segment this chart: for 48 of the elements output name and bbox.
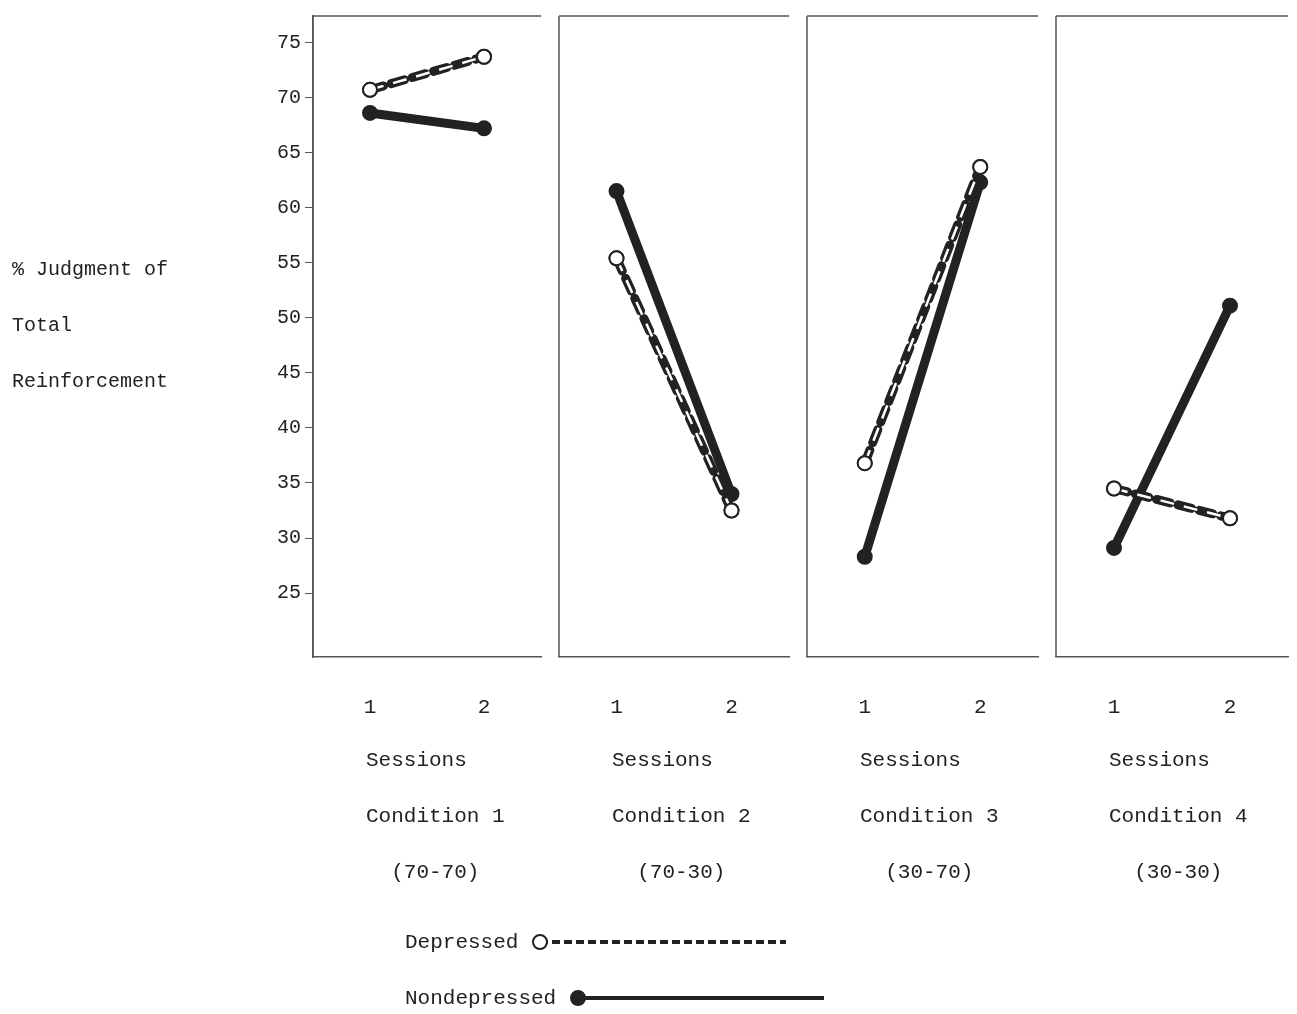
point <box>476 48 492 65</box>
text: Condition 3 <box>860 804 999 828</box>
x-tick-label: 2 <box>1223 696 1237 720</box>
y-tick-label: 60 <box>276 195 301 219</box>
point <box>362 104 378 121</box>
point <box>1222 297 1238 314</box>
y-tick-label: 40 <box>276 416 301 440</box>
y-tick-label: 75 <box>276 30 301 54</box>
legend-label: Depressed <box>405 930 519 954</box>
y-tick-label: 30 <box>276 526 301 550</box>
y-tick-label: 55 <box>276 251 301 274</box>
legend-label: Nondepressed <box>405 986 557 1010</box>
y-tick-label: 35 <box>276 471 301 495</box>
x-tick-label: 2 <box>477 696 491 720</box>
x-tick-label: 1 <box>610 696 623 720</box>
point <box>476 120 492 137</box>
x-tick-label: 1 <box>1107 696 1121 720</box>
text: (70-70) <box>391 860 480 884</box>
x-tick-label: 1 <box>858 696 872 720</box>
point <box>1106 480 1122 497</box>
x-axis-title: Sessions <box>860 748 961 772</box>
point <box>856 455 873 472</box>
text: (70-30) <box>637 860 726 884</box>
point <box>1222 510 1238 527</box>
point <box>362 81 378 98</box>
x-axis-title: Sessions <box>1109 748 1210 772</box>
y-tick-label: 25 <box>276 581 301 605</box>
x-axis-title: Sessions <box>612 748 713 772</box>
text: (30-30) <box>1134 860 1223 884</box>
x-tick-label: 2 <box>725 696 738 720</box>
text: % Judgment of Total Reinforcement <box>12 257 169 393</box>
point <box>856 548 873 565</box>
point <box>723 502 740 519</box>
y-tick-label: 65 <box>276 140 301 164</box>
y-tick-label: 50 <box>276 306 301 330</box>
y-tick-label: 70 <box>276 85 301 109</box>
text: Condition 4 <box>1109 804 1248 828</box>
point <box>608 183 625 200</box>
text: (30-70) <box>885 860 974 884</box>
point <box>972 158 989 175</box>
y-tick-label: 45 <box>276 361 301 385</box>
point <box>1106 539 1122 556</box>
point <box>608 250 625 267</box>
x-tick-label: 1 <box>363 696 377 720</box>
text: Condition 2 <box>612 804 751 828</box>
text: Condition 1 <box>366 804 505 828</box>
x-axis-title: Sessions <box>366 748 467 772</box>
x-tick-label: 2 <box>973 696 987 720</box>
